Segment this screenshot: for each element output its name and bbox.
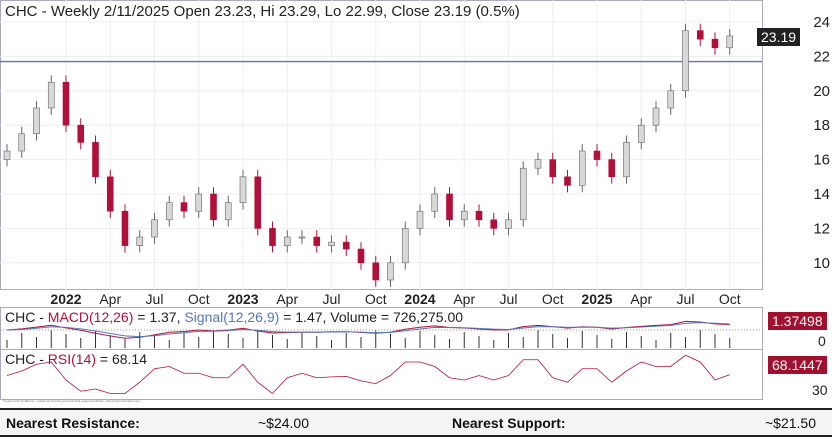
- candle: [77, 124, 85, 143]
- candle: [62, 81, 70, 126]
- candle: [726, 35, 734, 49]
- resistance-value: ~$24.00: [258, 415, 309, 431]
- last-price-tag: 23.19: [757, 28, 801, 46]
- x-tick-label: Apr: [99, 291, 121, 307]
- rsi-line: [6, 354, 730, 395]
- candle: [372, 262, 380, 281]
- candle: [682, 30, 689, 92]
- candle: [475, 210, 483, 221]
- candle: [121, 210, 129, 246]
- candle: [608, 159, 616, 178]
- candle: [564, 176, 571, 186]
- support-label: Nearest Support:: [452, 415, 566, 431]
- candle: [505, 219, 512, 229]
- x-tick-label: Oct: [365, 291, 387, 307]
- candle: [549, 159, 557, 178]
- candle: [195, 193, 203, 212]
- stock-chart: 24 22 20 18 16 14 12 10 2022 Apr Jul Oct 2023 Apr Jul O…: [0, 0, 830, 400]
- levels-footer: Nearest Resistance: ~$24.00 Nearest Supp…: [0, 408, 832, 437]
- candle: [92, 142, 99, 178]
- candle: [313, 236, 321, 246]
- candle: [696, 30, 704, 40]
- candle: [18, 133, 26, 152]
- candle: [460, 210, 468, 221]
- y-tick-label: 16: [813, 152, 830, 169]
- candle: [3, 150, 11, 160]
- rsi-tick: 30: [812, 382, 828, 398]
- x-tick-label: 2024: [404, 291, 435, 307]
- x-tick-label: Oct: [542, 291, 564, 307]
- chart-title: CHC - Weekly 2/11/2025 Open 23.23, Hi 23…: [5, 3, 520, 20]
- candle: [47, 81, 55, 109]
- candle: [298, 236, 306, 239]
- candle: [151, 219, 158, 238]
- y-tick-label: 12: [813, 220, 830, 237]
- candle: [431, 193, 439, 212]
- candle: [136, 236, 144, 246]
- candle: [519, 167, 527, 221]
- candle: [357, 248, 365, 264]
- x-tick-label: Apr: [276, 291, 298, 307]
- candle: [269, 228, 276, 246]
- macd-tag: 1.37498: [768, 312, 827, 330]
- y-tick-label: 24: [813, 14, 830, 31]
- y-tick-label: 20: [813, 83, 830, 100]
- x-tick-label: Oct: [719, 291, 741, 307]
- candle: [106, 176, 114, 212]
- candle: [637, 124, 645, 143]
- candle: [578, 150, 586, 186]
- y-tick-label: 10: [813, 255, 830, 272]
- rsi-panel: [0, 349, 763, 400]
- candle: [33, 107, 40, 135]
- candle: [165, 202, 173, 221]
- x-tick-label: Jul: [323, 291, 341, 307]
- candle: [401, 228, 409, 264]
- candle: [283, 236, 291, 246]
- macd-zero-tick: 0: [818, 333, 826, 349]
- candle: [652, 107, 660, 126]
- x-tick-label: 2023: [227, 291, 258, 307]
- candle: [667, 90, 675, 109]
- macd-legend: CHC - MACD(12,26) = 1.37, Signal(12,26,9…: [5, 309, 464, 325]
- candle: [446, 193, 453, 221]
- candle: [387, 262, 394, 281]
- candle: [416, 210, 424, 229]
- signal-line: [6, 322, 730, 338]
- x-tick-label: Jul: [500, 291, 518, 307]
- y-tick-label: 14: [813, 186, 830, 203]
- credit-text: Created with AmiBroker - advanced charti…: [3, 399, 141, 403]
- x-tick-label: Jul: [146, 291, 164, 307]
- x-tick-label: Jul: [677, 291, 695, 307]
- candle: [593, 150, 601, 160]
- rsi-tag: 68.1447: [768, 356, 827, 374]
- candle: [342, 241, 350, 250]
- candle: [328, 241, 335, 246]
- rsi-legend: CHC - RSI(14) = 68.14: [5, 351, 148, 367]
- x-tick-label: Apr: [630, 291, 652, 307]
- support-value: ~$21.50: [765, 415, 816, 431]
- candle: [254, 176, 262, 229]
- y-tick-label: 22: [813, 48, 830, 65]
- candle: [224, 202, 232, 221]
- x-tick-label: 2025: [581, 291, 612, 307]
- x-tick-label: Oct: [188, 291, 210, 307]
- candle: [623, 142, 630, 178]
- price-panel: [0, 0, 763, 290]
- y-tick-label: 18: [813, 117, 830, 134]
- candle: [534, 159, 542, 169]
- x-tick-label: Apr: [453, 291, 475, 307]
- resistance-label: Nearest Resistance:: [6, 415, 140, 431]
- candle: [210, 193, 217, 221]
- candle: [490, 219, 498, 229]
- x-tick-label: 2022: [50, 291, 81, 307]
- candle: [239, 176, 247, 203]
- candle: [180, 202, 188, 212]
- candle: [711, 38, 719, 49]
